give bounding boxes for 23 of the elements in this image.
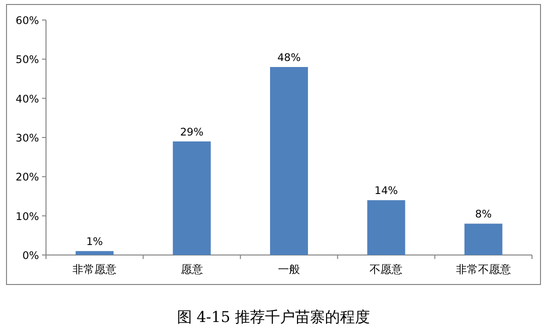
x-tick-label: 非常不愿意 [456,263,511,276]
data-label: 1% [86,236,103,248]
bar [464,224,502,255]
bar [172,141,211,255]
data-label: 48% [277,52,301,64]
bar [76,251,114,255]
x-tick-label: 愿意 [180,263,203,276]
y-tick-label: 40% [16,93,40,106]
y-tick-label: 10% [16,210,40,223]
y-tick-label: 20% [16,172,40,184]
bar [367,200,406,255]
x-tick-label: 不愿意 [370,263,403,276]
y-tick-label: 60% [16,15,40,27]
bar [270,67,308,255]
text: 图 4-15 推荐千户苗寨的程度 [176,308,370,326]
y-tick-label: 50% [16,54,40,66]
data-label: 29% [180,126,204,138]
x-tick-label: 一般 [278,263,300,276]
y-tick-label: 30% [16,132,40,144]
x-tick-label: 非常愿意 [72,263,117,276]
y-tick-label: 0% [22,250,40,262]
data-label: 8% [475,208,492,221]
data-label: 14% [374,185,398,198]
